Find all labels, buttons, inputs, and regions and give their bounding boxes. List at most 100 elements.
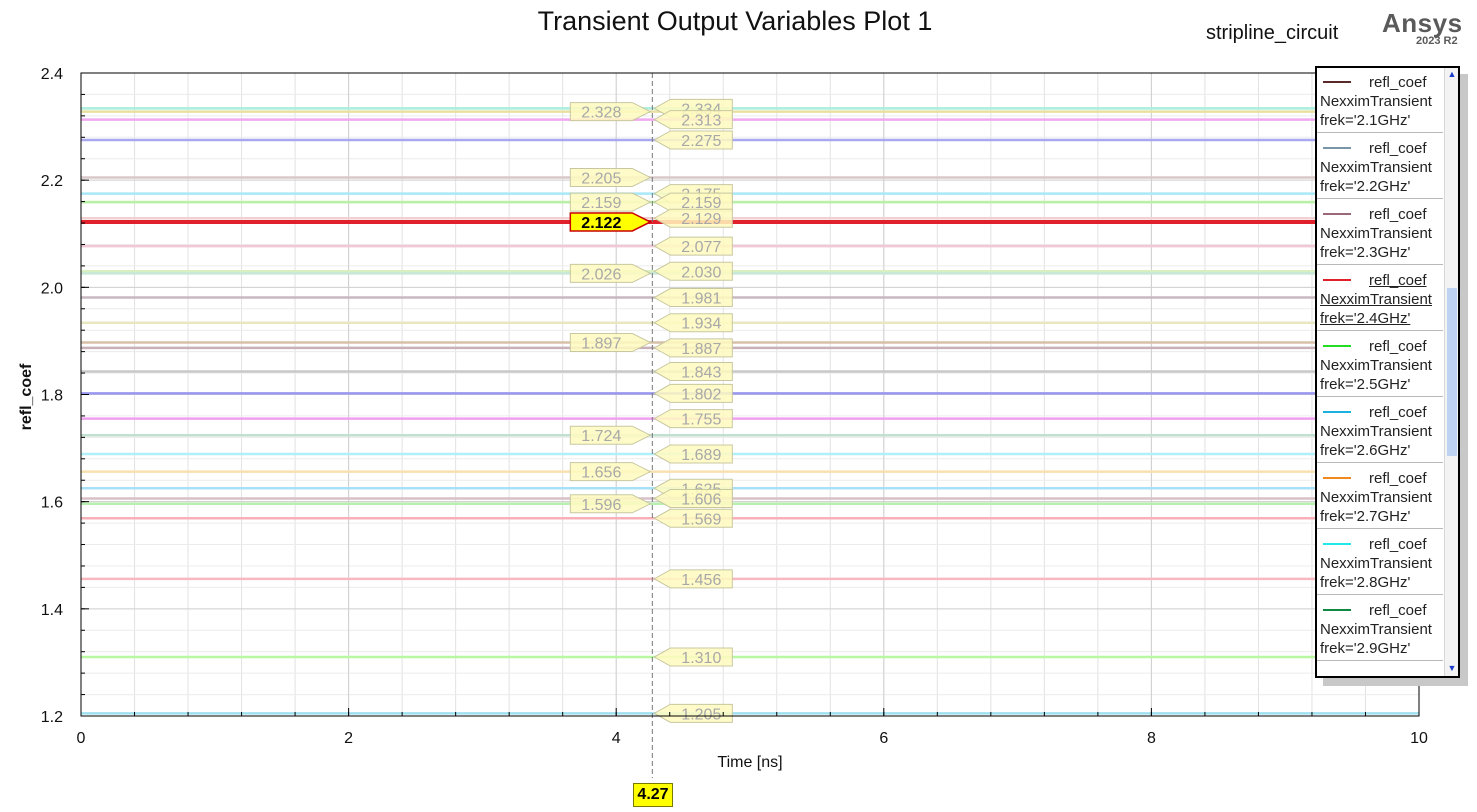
legend-text-line1: refl_coef [1369, 140, 1427, 157]
legend-entry[interactable]: refl_coef NexximTransient frek='2.9GHz' [1317, 596, 1443, 661]
legend-panel[interactable]: refl_coef NexximTransient frek='2.1GHz' ref… [1315, 66, 1460, 678]
marker-label-box[interactable] [569, 102, 652, 122]
marker-label-box[interactable] [653, 288, 733, 308]
y-tick-label: 1.2 [41, 709, 63, 726]
legend-text: refl_coef NexximTransient frek='2.6GHz' [1320, 403, 1432, 460]
marker-label-box[interactable] [569, 494, 652, 514]
y-tick-label: 2.4 [41, 66, 63, 83]
marker-label-text: 1.724 [581, 428, 621, 445]
legend-text-line3: frek='2.6GHz' [1320, 442, 1411, 459]
y-tick-label: 1.8 [41, 388, 63, 405]
marker-label-box[interactable] [569, 192, 652, 212]
legend-entry[interactable]: refl_coef NexximTransient frek='2.5GHz' [1317, 332, 1443, 397]
legend-text-line2: NexximTransient [1320, 159, 1432, 176]
cursor-x-readout[interactable]: 4.27 [633, 783, 673, 807]
marker-label-box[interactable] [569, 425, 652, 445]
marker-labels: 2.3282.3342.3132.2752.2052.1752.1592.159… [569, 98, 733, 723]
legend-text-line1: refl_coef [1369, 206, 1427, 223]
legend-text-line1: refl_coef [1369, 404, 1427, 421]
marker-label-text: 1.606 [681, 491, 721, 508]
ansys-logo: Ansys [1382, 8, 1463, 38]
legend-entry[interactable]: refl_coef NexximTransient frek='2.1GHz' [1317, 68, 1443, 133]
marker-label-text: 1.656 [581, 465, 621, 482]
marker-label-box[interactable] [653, 261, 733, 281]
legend-entry[interactable]: refl_coef NexximTransient frek='2.8GHz' [1317, 530, 1443, 595]
y-tick-label: 1.6 [41, 495, 63, 512]
y-tick-label: 1.4 [41, 602, 63, 619]
marker-label-box[interactable] [653, 488, 733, 508]
legend-entry[interactable]: refl_coef NexximTransient frek='2.6GHz' [1317, 398, 1443, 463]
marker-label-box[interactable] [653, 110, 733, 130]
legend-text-line2: NexximTransient [1320, 555, 1432, 572]
marker-label-text: 2.159 [681, 195, 721, 212]
legend-swatch [1323, 81, 1351, 83]
legend-swatch [1323, 279, 1351, 281]
marker-label-box[interactable] [653, 383, 733, 403]
marker-label-box[interactable] [653, 569, 733, 589]
series-lines [81, 107, 1419, 715]
legend-text-line3: frek='2.8GHz' [1320, 574, 1411, 591]
marker-label-text: 1.981 [681, 291, 721, 308]
scroll-thumb[interactable] [1447, 288, 1457, 456]
marker-label-box[interactable] [653, 444, 733, 464]
marker-label-box[interactable] [653, 361, 733, 381]
legend-text-line3: frek='2.7GHz' [1320, 508, 1411, 525]
legend-text-line3: frek='2.4GHz' [1320, 310, 1411, 327]
legend-text-line2: NexximTransient [1320, 291, 1432, 308]
legend-text-line3: frek='2.1GHz' [1320, 112, 1411, 129]
marker-label-text: 1.843 [681, 364, 721, 381]
legend-scrollbar[interactable]: ▲ ▼ [1444, 68, 1458, 676]
legend-text: refl_coef NexximTransient frek='2.2GHz' [1320, 139, 1432, 196]
marker-label-text: 2.030 [681, 264, 721, 281]
marker-label-box[interactable] [653, 338, 733, 358]
x-tick-label: 4 [612, 730, 621, 747]
legend-swatch [1323, 213, 1351, 215]
legend-entry[interactable]: refl_coef NexximTransient frek='2.7GHz' [1317, 464, 1443, 529]
marker-label-box[interactable] [653, 313, 733, 333]
marker-label-text: 2.129 [681, 211, 721, 228]
legend-entry[interactable]: refl_coef NexximTransient frek='2.2GHz' [1317, 134, 1443, 199]
legend-entry[interactable]: refl_coef NexximTransient frek='2.4GHz' [1317, 266, 1443, 331]
marker-label-box[interactable] [569, 333, 652, 353]
marker-label-box[interactable] [653, 130, 733, 150]
legend-text-line1: refl_coef [1369, 602, 1427, 619]
marker-label-box[interactable] [653, 236, 733, 256]
legend-text: refl_coef NexximTransient frek='2.8GHz' [1320, 535, 1432, 592]
legend-text-line1: refl_coef [1369, 338, 1427, 355]
legend-swatch [1323, 345, 1351, 347]
legend-entry[interactable]: refl_coef NexximTransient frek='2.3GHz' [1317, 200, 1443, 265]
marker-label-box[interactable] [569, 462, 652, 482]
marker-label-text: 2.122 [581, 215, 621, 232]
marker-label-text: 1.887 [681, 341, 721, 358]
marker-label-box[interactable] [653, 647, 733, 667]
marker-label-text: 2.275 [681, 133, 721, 150]
legend-swatch [1323, 477, 1351, 479]
legend-text-line3: frek='2.9GHz' [1320, 640, 1411, 657]
marker-label-text: 2.328 [581, 105, 621, 122]
legend-text: refl_coef NexximTransient frek='2.4GHz' [1320, 271, 1432, 328]
x-tick-label: 0 [77, 730, 86, 747]
marker-label-box[interactable] [653, 703, 733, 723]
y-tick-label: 2.2 [41, 173, 63, 190]
marker-label-box[interactable] [653, 409, 733, 429]
marker-label-text: 1.205 [681, 706, 721, 723]
legend-text-line1: refl_coef [1369, 536, 1427, 553]
scroll-up-icon[interactable]: ▲ [1447, 69, 1457, 79]
marker-label-box[interactable] [653, 508, 733, 528]
marker-label-box[interactable] [569, 263, 652, 283]
scroll-down-icon[interactable]: ▼ [1447, 663, 1457, 673]
legend-swatch [1323, 411, 1351, 413]
marker-label-box[interactable] [653, 208, 733, 228]
marker-label-text: 1.596 [581, 497, 621, 514]
marker-label-text: 1.456 [681, 572, 721, 589]
x-tick-label: 6 [879, 730, 888, 747]
marker-label-text: 1.755 [681, 412, 721, 429]
legend-text: refl_coef NexximTransient frek='2.5GHz' [1320, 337, 1432, 394]
marker-label-box[interactable] [569, 167, 652, 187]
marker-label-text: 2.077 [681, 239, 721, 256]
legend-text-line2: NexximTransient [1320, 225, 1432, 242]
legend-text: refl_coef NexximTransient frek='2.7GHz' [1320, 469, 1432, 526]
marker-label-box[interactable] [569, 212, 653, 232]
legend-text-line1: refl_coef [1369, 74, 1427, 91]
